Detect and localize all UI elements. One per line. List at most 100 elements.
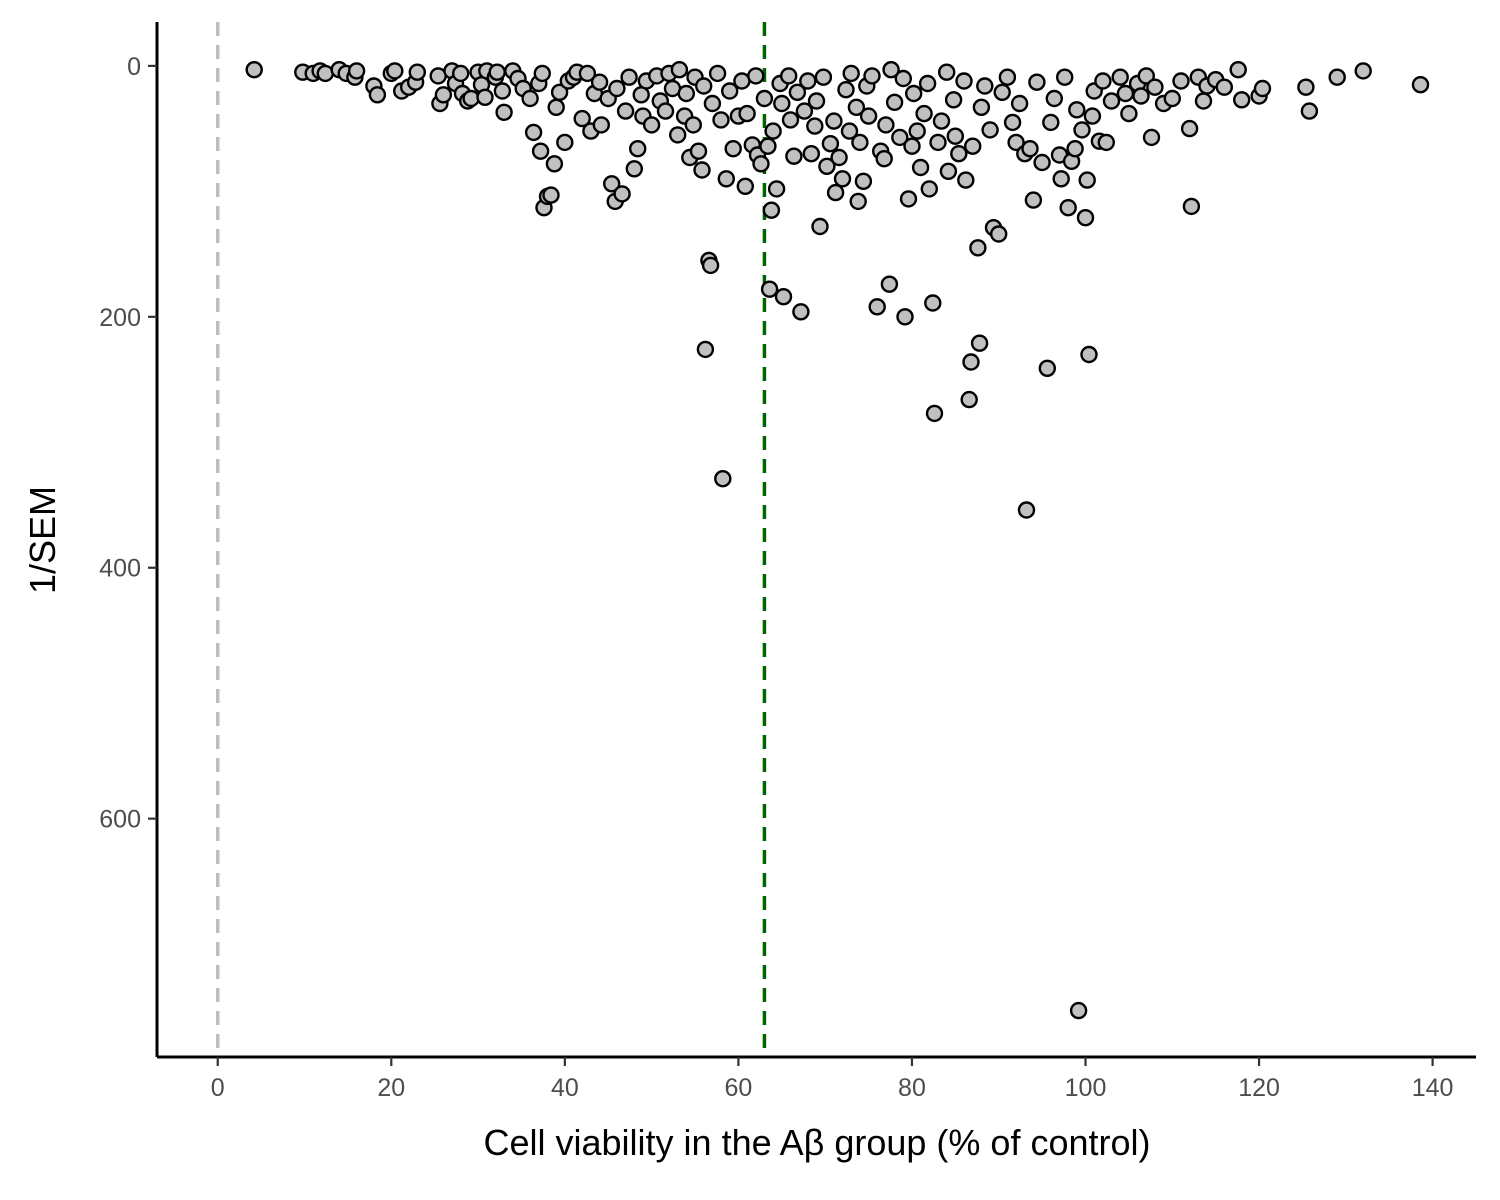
data-point [821,134,840,153]
data-point [964,137,982,155]
data-point [837,80,855,99]
data-point [1059,198,1077,217]
data-point [669,126,687,144]
data-point [1253,79,1272,98]
data-point [488,63,506,81]
data-point [859,107,878,125]
data-point [903,137,921,155]
data-point [877,116,895,134]
data-point [1182,197,1201,216]
data-point [495,103,513,122]
data-point [868,298,886,316]
data-point [925,404,944,423]
data-point [592,116,610,134]
data-point [818,157,836,176]
data-point [972,98,991,117]
data-point [826,183,845,202]
data-point [799,72,817,90]
reference-lines [215,22,767,1057]
data-point [764,122,782,140]
data-point [550,83,569,102]
data-point [882,60,900,79]
data-point [781,111,800,129]
data-point [847,98,866,117]
data-point [894,69,912,88]
data-point [670,60,689,79]
data-point [814,68,833,86]
data-point [708,64,727,83]
data-point [863,67,881,85]
data-point [811,217,829,236]
data-point [545,155,564,173]
data-point [717,170,735,188]
x-tick-label: 140 [1412,1074,1454,1102]
data-point [590,73,609,91]
data-point [1411,75,1430,94]
x-tick-label: 100 [1065,1074,1107,1102]
data-point [1097,133,1116,152]
data-point [434,86,453,104]
data-point [880,275,899,293]
data-point [524,123,543,142]
data-point [807,92,826,110]
y-tick-label: 0 [127,53,141,81]
data-point [1328,68,1346,86]
data-point [695,77,713,95]
x-tick-label: 40 [551,1074,579,1102]
data-point [840,122,859,140]
y-tick-label: 600 [99,806,141,834]
data-point [701,256,720,275]
data-point [1111,68,1129,86]
data-point [1300,102,1319,120]
data-point [714,470,732,488]
data-point [899,190,918,208]
data-point [1021,139,1039,158]
data-point [408,63,426,81]
data-point [1024,191,1043,209]
data-point [760,280,779,298]
data-point [752,155,770,173]
data-point [1069,1001,1088,1020]
data-point [896,308,914,326]
data-point [1354,62,1372,80]
data-point [1068,101,1086,119]
data-point [316,64,334,83]
data-point [1078,171,1096,189]
data-point [976,77,994,95]
data-point [1297,78,1315,96]
data-point [969,239,987,257]
data-point [833,170,852,188]
data-point [1194,92,1213,110]
data-point [946,127,964,145]
data-point [1120,104,1138,123]
data-point [875,149,893,168]
data-point [944,91,963,109]
data-point [1017,501,1036,519]
data-point [1038,359,1057,377]
data-point [1172,72,1190,90]
data-point [932,112,951,130]
data-point [1073,121,1091,139]
data-point [806,117,824,135]
data-point [851,133,869,152]
data-point [960,390,978,409]
data-point [386,62,404,80]
data-point [613,185,631,203]
data-point [993,83,1011,102]
data-point [825,112,843,130]
data-point [684,116,702,134]
data-point [938,63,956,81]
data-point [1042,113,1060,132]
data-point [762,201,781,219]
data-point [990,225,1008,243]
data-point [1229,60,1247,79]
data-point [533,64,551,83]
data-point [656,102,675,120]
data-point [755,89,774,108]
data-point [830,148,848,167]
data-point [747,67,765,85]
data-point [547,98,565,117]
data-point [1142,128,1161,147]
data-point [905,84,923,103]
data-point [1010,94,1029,113]
